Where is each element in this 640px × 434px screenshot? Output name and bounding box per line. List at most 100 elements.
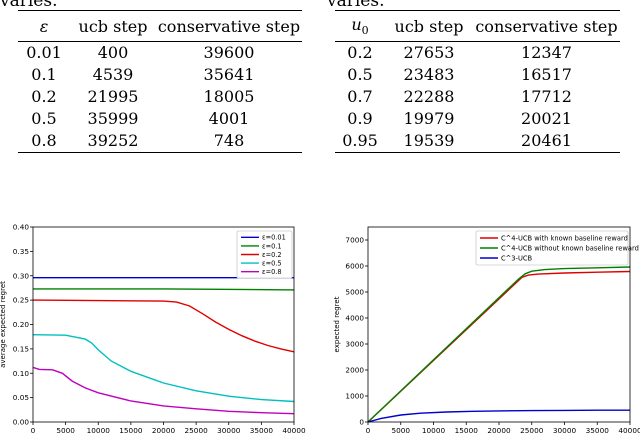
table-cell: 0.8 [31,131,57,150]
series-line-4 [32,366,295,415]
header-ucb-step: ucb step [78,16,148,36]
y-axis-label: expected regret [333,296,341,352]
chart-expected-regret: 0 5000 10000 15000 20000 25000 30000 35000 40000… [333,226,640,434]
table-cell: 23483 [403,65,455,84]
x-tick-label: 15000 [455,426,479,434]
x-tick-label: 5000 [391,426,410,434]
legend-label: ε=0.01 [262,234,286,242]
table-cell: 21995 [87,87,139,106]
table-cell: 0.01 [26,43,62,62]
table-cell: 18005 [203,87,255,106]
results-table-u0: u0 ucb step conservative step 0.2 27653 12… [335,10,620,153]
legend-label: ε=0.8 [262,268,282,276]
series-line-1 [367,266,631,423]
y-tick-label: 5000 [345,288,364,297]
table-row: 0.95 19539 20461 [335,130,620,153]
legend-label: ε=0.1 [262,242,282,250]
table-header-row: ε ucb step conservative step [18,10,302,42]
table-cell: 400 [97,43,129,62]
y-tick-label: 0.00 [13,418,30,427]
x-tick-label: 10000 [422,426,446,434]
x-tick-label: 25000 [520,426,544,434]
header-conservative-step: conservative step [475,16,618,36]
table-cell: 748 [213,131,245,150]
table-cell: 4001 [208,109,250,128]
y-tick-label: 0.35 [13,247,29,256]
series-line-0 [367,270,631,423]
x-tick-label: 35000 [250,426,274,434]
x-tick-label: 40000 [282,426,306,434]
table-row: 0.01 400 39600 [18,42,302,65]
legend-label: ε=0.2 [262,251,282,259]
table-row: 0.9 19979 20021 [335,108,620,130]
x-tick-label: 25000 [185,426,209,434]
table-cell: 0.5 [31,109,57,128]
table-row: 0.1 4539 35641 [18,64,302,86]
table-row: 0.2 27653 12347 [335,42,620,65]
y-axis-label: average expected regret [0,281,7,368]
table-cell: 16517 [521,65,572,84]
y-tick-label: 0.20 [13,320,30,329]
x-tick-label: 10000 [87,426,111,434]
table-cell: 0.1 [31,65,57,84]
legend-label: C^4-UCB without known baseline reward [501,244,639,252]
table-row: 0.7 22288 17712 [335,86,620,108]
header-ucb-step: ucb step [394,16,464,36]
table-cell: 12347 [521,43,572,62]
x-tick-label: 30000 [553,426,577,434]
y-tick-label: 0.25 [13,296,29,305]
header-u0-subscript: 0 [361,24,369,38]
table-cell: 20021 [521,109,572,128]
x-tick-label: 0 [366,426,371,434]
chart-average-expected-regret: 0 5000 10000 15000 20000 25000 30000 35000 40000… [0,223,306,434]
x-tick-label: 0 [31,426,36,434]
legend-label: ε=0.5 [262,260,282,268]
table-row: 0.5 35999 4001 [18,108,302,130]
x-tick-label: 40000 [618,426,640,434]
legend-box [475,230,629,266]
table-cell: 0.2 [31,87,57,106]
y-tick-label: 0.10 [13,369,30,378]
table-cell: 17712 [521,87,572,106]
table-cell: 35999 [87,109,139,128]
table-cell: 35641 [203,65,255,84]
table-cell: 22288 [403,87,455,106]
legend-box [236,230,293,279]
caption-fragment-right: varies. [327,0,385,11]
y-tick-label: 3000 [345,340,364,349]
table-row: 0.5 23483 16517 [335,64,620,86]
table-cell: 0.5 [347,65,373,84]
y-tick-label: 6000 [345,262,364,271]
header-u0: u0 [335,11,385,42]
table-row: 0.8 39252 748 [18,130,302,153]
table-cell: 20461 [521,131,572,150]
table-cell: 27653 [403,43,455,62]
series-line-1 [33,288,295,291]
x-tick-label: 30000 [217,426,241,434]
table-cell: 0.95 [342,131,378,150]
y-tick-label: 0.40 [13,223,30,232]
legend-label: C^4-UCB with known baseline reward [501,234,628,242]
x-tick-label: 20000 [487,426,511,434]
table-row: 0.2 21995 18005 [18,86,302,108]
series-line-2 [32,299,295,353]
y-tick-label: 0 [359,418,364,427]
legend-label: C^3-UCB [501,254,533,262]
y-tick-label: 0.15 [13,344,29,353]
x-tick-label: 35000 [586,426,610,434]
table-cell: 19979 [403,109,455,128]
table-cell: 19539 [403,131,455,150]
table-cell: 39600 [203,43,255,62]
x-tick-label: 15000 [119,426,143,434]
y-tick-label: 0.30 [13,271,30,280]
series-line-2 [367,409,630,423]
header-conservative-step: conservative step [157,16,301,36]
table-header-row: u0 ucb step conservative step [335,10,620,42]
table-cell: 0.2 [347,43,373,62]
x-tick-label: 20000 [152,426,176,434]
series-line-3 [32,334,295,403]
header-epsilon: ε [39,16,49,36]
y-tick-label: 7000 [345,236,364,245]
caption-fragment-left: varies. [0,0,58,11]
table-body: 0.01 400 39600 0.1 4539 35641 0.2 21995 18005 0.5… [18,42,302,153]
